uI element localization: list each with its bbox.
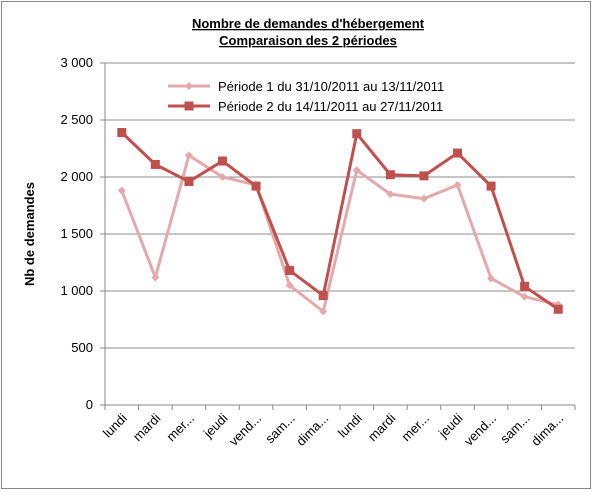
y-axis-title: Nb de demandes <box>22 182 37 286</box>
point <box>352 166 361 175</box>
y-tick-label: 500 <box>71 340 93 355</box>
point <box>453 148 462 158</box>
legend-marker <box>185 82 193 90</box>
point <box>117 128 127 138</box>
point <box>218 156 227 166</box>
y-tick-label: 2 000 <box>60 169 93 184</box>
y-tick-label: 3 000 <box>60 55 93 70</box>
series-line <box>120 152 559 315</box>
y-tick-label: 0 <box>86 397 93 412</box>
series-line <box>120 130 560 311</box>
point <box>520 292 529 301</box>
point <box>553 304 563 314</box>
point <box>352 129 362 139</box>
y-tick-label: 1 000 <box>60 283 93 298</box>
point <box>151 273 160 282</box>
point <box>251 181 261 191</box>
point <box>218 173 227 181</box>
point <box>419 171 429 181</box>
legend-marker <box>184 101 194 111</box>
point <box>386 190 395 199</box>
point <box>319 307 328 316</box>
point <box>285 265 295 275</box>
point <box>150 159 160 169</box>
legend-box <box>164 69 511 117</box>
point <box>419 194 428 203</box>
chart-subtitle: Comparaison des 2 périodes <box>219 33 397 48</box>
point <box>184 151 193 160</box>
point <box>318 291 328 301</box>
point <box>453 180 462 189</box>
legend-label: Période 1 du 31/10/2011 au 13/11/2011 <box>218 79 444 94</box>
point <box>117 186 126 195</box>
chart-title: Nombre de demandes d'hébergement <box>192 16 425 31</box>
point <box>184 177 194 187</box>
point <box>486 181 496 191</box>
point <box>520 281 530 291</box>
legend-label: Période 2 du 14/11/2011 au 27/11/2011 <box>218 99 443 114</box>
point <box>385 170 395 180</box>
point <box>285 281 294 290</box>
y-tick-label: 2 500 <box>60 112 93 127</box>
point <box>487 274 496 283</box>
y-tick-label: 1 500 <box>60 226 93 241</box>
